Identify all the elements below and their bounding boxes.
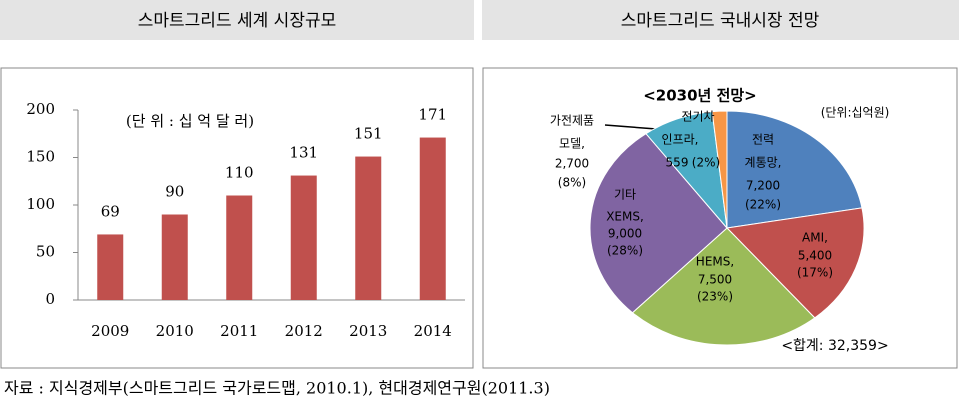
slice-label: XEMS, [606, 210, 644, 224]
y-tick-label: 50 [36, 243, 55, 261]
pie-unit: (단위:십억원) [821, 106, 890, 120]
chart-frame [482, 67, 958, 369]
value-label: 110 [225, 164, 254, 182]
slice-label: 가전제품 [550, 114, 594, 128]
value-label: 171 [418, 106, 447, 124]
y-tick-label: 0 [45, 290, 55, 308]
slice-value: 2,700 [555, 157, 589, 171]
y-tick-label: 150 [26, 148, 55, 166]
pie-slice [631, 227, 816, 346]
slice-value: 5,400 [798, 249, 832, 263]
bar [419, 137, 446, 300]
slice-percent: (2%) [692, 156, 720, 170]
pie-slice [711, 110, 728, 229]
x-tick-label: 2010 [156, 322, 194, 340]
value-label: 151 [354, 125, 383, 143]
pie-slice [589, 133, 728, 314]
value-label: 69 [101, 202, 120, 220]
slice-label: 계통망, [745, 156, 782, 170]
source: 자료 : 지식경제부(스마트그리드 국가로드맵, 2010.1), 현대경제연구… [4, 379, 550, 398]
slice-label: AMI, [802, 231, 828, 245]
slice-label: 모델, [559, 137, 585, 151]
slice-value: 7,200 [746, 179, 780, 193]
slice-percent: (23%) [697, 290, 733, 304]
slice-label: 인프라, [662, 133, 699, 147]
pie-title: <2030년 전망> [643, 87, 757, 105]
bar [226, 195, 253, 300]
slice-value: 7,500 [698, 273, 732, 287]
bar [97, 234, 124, 300]
header-box [0, 0, 474, 40]
x-tick-label: 2013 [349, 322, 387, 340]
pie-total: <합계: 32,359> [781, 338, 888, 354]
slice-label: 전력 [752, 133, 774, 147]
x-tick-label: 2009 [91, 322, 129, 340]
chart-frame [0, 67, 474, 369]
y-tick-label: 200 [26, 100, 55, 118]
header-box [482, 0, 959, 40]
slice-percent: (22%) [745, 198, 781, 212]
bar [290, 175, 317, 300]
slice-label: 기타 [614, 188, 636, 202]
annotation: (단 위 : 십 억 달 러) [126, 112, 254, 130]
value-label: 131 [289, 144, 318, 162]
bar [161, 214, 188, 300]
slice-value: 559 [666, 156, 689, 170]
slice-value: 9,000 [608, 227, 642, 241]
header-left: 스마트그리드 세계 시장규모 [138, 11, 337, 31]
slice-label: HEMS, [696, 255, 734, 269]
slice-percent: (28%) [607, 244, 643, 258]
pie-slice [725, 207, 865, 319]
value-label: 90 [165, 183, 184, 201]
slice-percent: (8%) [558, 176, 586, 190]
y-tick-label: 100 [26, 195, 55, 213]
x-tick-label: 2014 [414, 322, 452, 340]
x-tick-label: 2012 [285, 322, 323, 340]
pie-slice [726, 110, 863, 229]
slice-percent: (17%) [797, 266, 833, 280]
header-right: 스마트그리드 국내시장 전망 [621, 11, 820, 31]
bar [355, 156, 382, 300]
x-tick-label: 2011 [220, 322, 258, 340]
slice-label: 전기차 [681, 110, 714, 124]
